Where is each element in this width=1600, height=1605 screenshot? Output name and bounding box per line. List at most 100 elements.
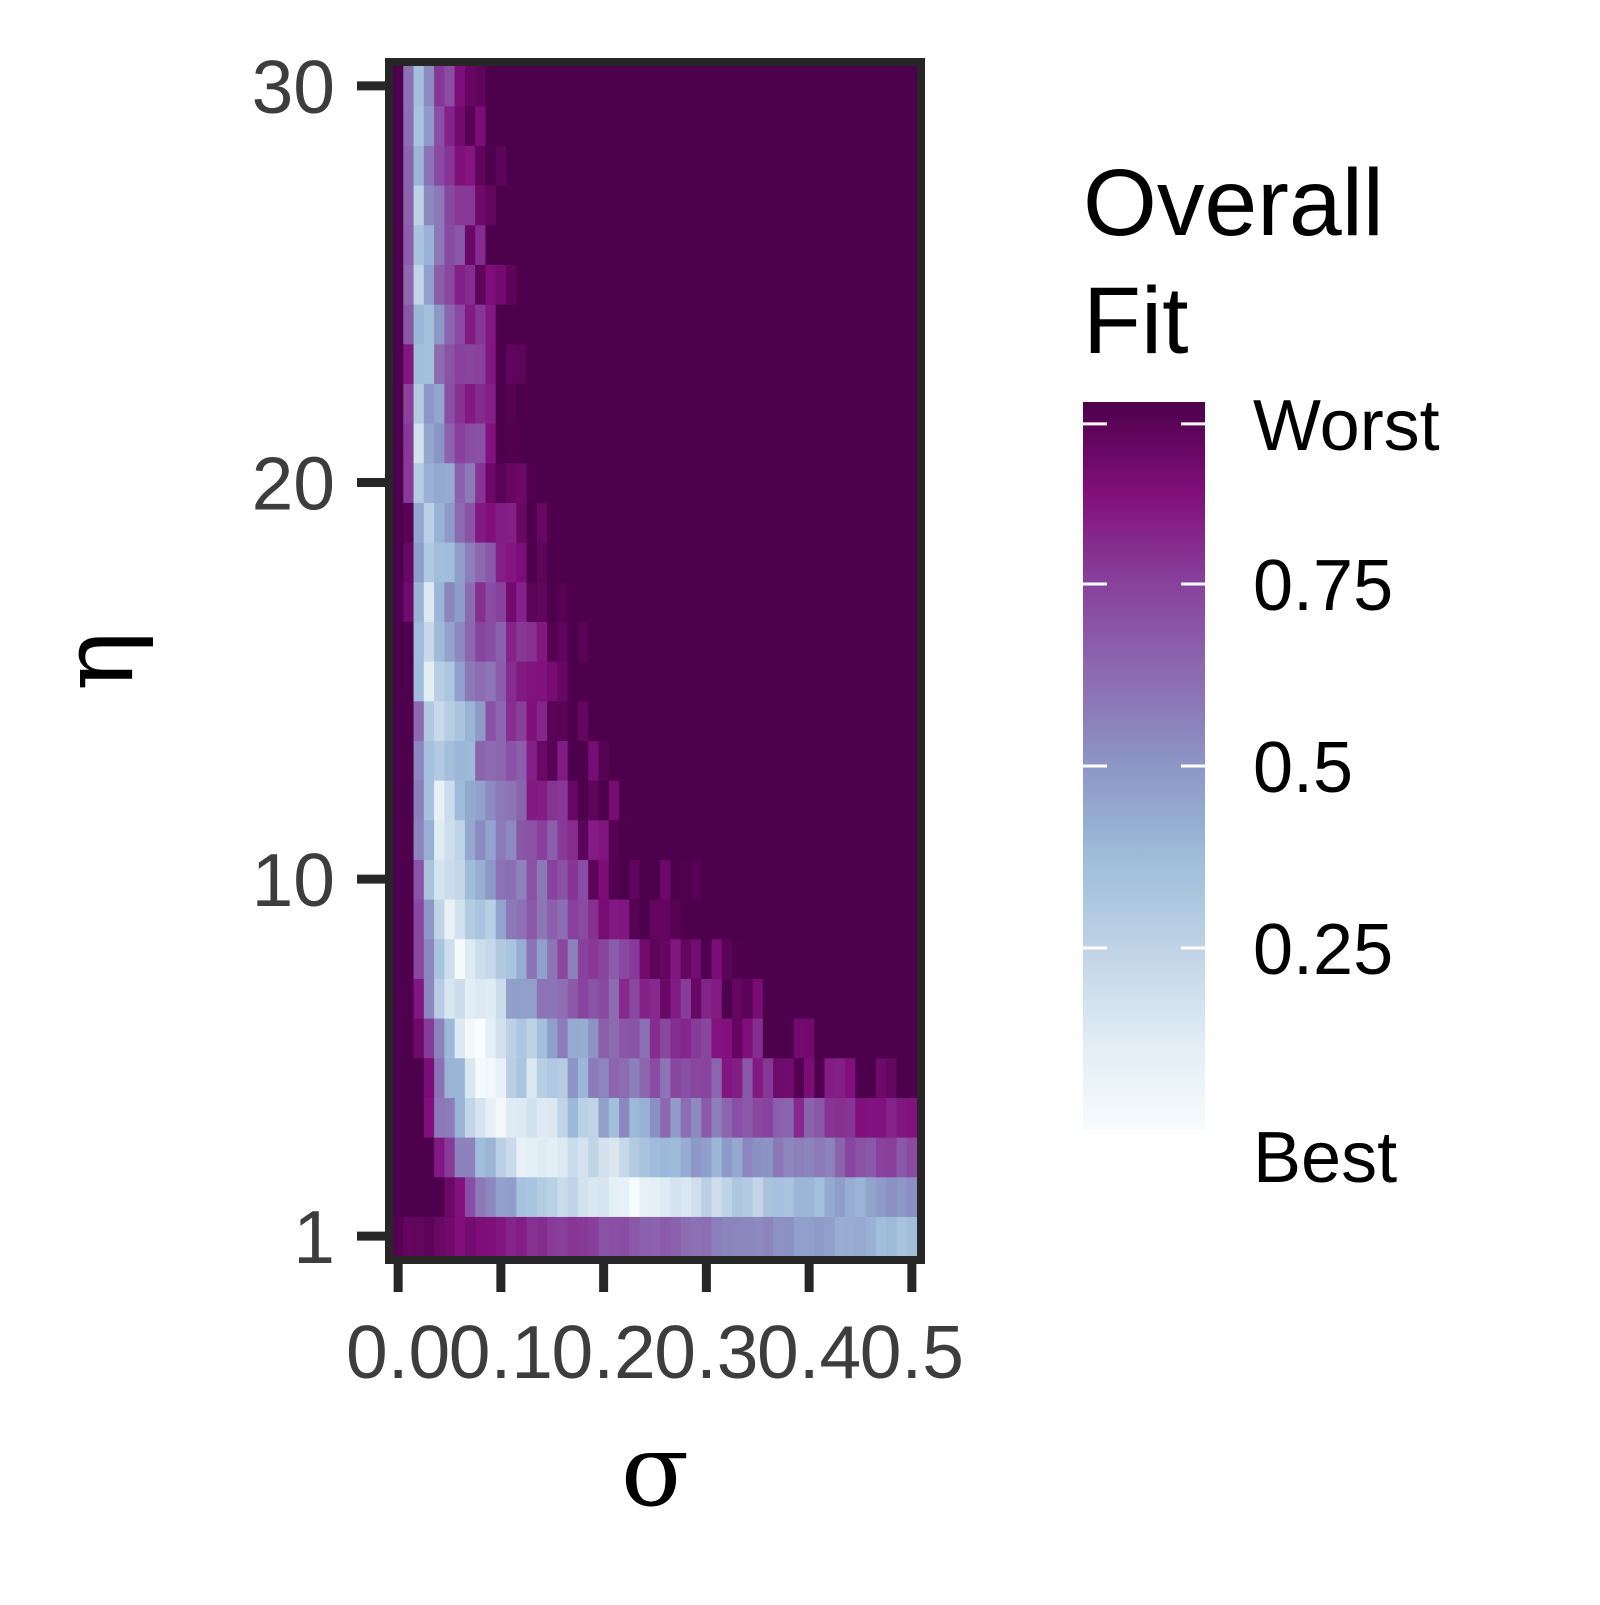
heatmap-cell <box>865 581 877 622</box>
heatmap-cell <box>896 264 908 305</box>
heatmap-cell <box>814 780 826 821</box>
heatmap-cell <box>752 859 764 900</box>
heatmap-cell <box>495 938 507 979</box>
heatmap-cell <box>506 780 517 821</box>
heatmap-cell <box>393 423 404 464</box>
heatmap-cell <box>547 1057 558 1098</box>
heatmap-cell <box>732 859 743 900</box>
heatmap-cell <box>464 859 476 900</box>
heatmap-cell <box>434 938 445 979</box>
heatmap-cell <box>701 581 713 622</box>
heatmap-cell <box>454 383 466 424</box>
heatmap-cell <box>577 304 589 345</box>
heatmap-cell <box>855 1018 867 1059</box>
heatmap-cell <box>506 740 517 781</box>
heatmap-cell <box>639 66 651 107</box>
heatmap-cell <box>649 700 661 741</box>
heatmap-cell <box>660 621 672 662</box>
heatmap-cell <box>834 105 846 146</box>
heatmap-cell <box>413 343 425 384</box>
heatmap-cell <box>721 1176 733 1217</box>
heatmap-cell <box>557 542 569 583</box>
heatmap-cell <box>598 581 610 622</box>
heatmap-cell <box>865 780 877 821</box>
heatmap-cell <box>526 740 538 781</box>
heatmap-cell <box>824 938 836 979</box>
heatmap-cell <box>516 978 528 1019</box>
heatmap-cell <box>393 819 404 860</box>
heatmap-cell <box>649 1097 661 1138</box>
heatmap-cell <box>773 1176 785 1217</box>
heatmap-cell <box>773 1057 785 1098</box>
heatmap-cell <box>506 502 517 543</box>
heatmap-cell <box>670 145 682 186</box>
heatmap-cell <box>701 145 713 186</box>
heatmap-cell <box>783 978 795 1019</box>
heatmap-cell <box>721 542 733 583</box>
heatmap-cell <box>629 661 641 702</box>
heatmap-cell <box>454 938 466 979</box>
heatmap-cell <box>526 1057 538 1098</box>
heatmap-cell <box>444 105 456 146</box>
heatmap-cell <box>413 1018 425 1059</box>
heatmap-cell <box>721 145 733 186</box>
heatmap-cell <box>721 859 733 900</box>
heatmap-cell <box>557 581 569 622</box>
heatmap-cell <box>906 938 918 979</box>
heatmap-cell <box>454 899 466 940</box>
heatmap-cell <box>393 700 404 741</box>
heatmap-cell <box>793 621 805 662</box>
heatmap-cell <box>690 1137 702 1178</box>
heatmap-cell <box>639 740 651 781</box>
heatmap-cell <box>557 978 569 1019</box>
heatmap-cell <box>793 1216 805 1257</box>
heatmap-cell <box>444 502 456 543</box>
heatmap-cell <box>690 780 702 821</box>
heatmap-cell <box>475 264 487 305</box>
heatmap-cell <box>855 581 867 622</box>
heatmap-cell <box>526 1137 538 1178</box>
heatmap-cell <box>896 899 908 940</box>
heatmap-cell <box>485 740 497 781</box>
heatmap-cell <box>865 462 877 503</box>
heatmap-cell <box>608 1176 620 1217</box>
heatmap-cell <box>773 661 785 702</box>
heatmap-cell <box>803 1216 815 1257</box>
heatmap-cell <box>875 343 887 384</box>
heatmap-cell <box>896 1176 908 1217</box>
heatmap-cell <box>824 185 836 226</box>
heatmap-cell <box>834 700 846 741</box>
heatmap-cell <box>855 383 867 424</box>
heatmap-cell <box>393 740 404 781</box>
heatmap-cell <box>434 264 445 305</box>
heatmap-cell <box>690 859 702 900</box>
heatmap-cell <box>475 145 487 186</box>
heatmap-cell <box>824 105 836 146</box>
heatmap-cell <box>742 105 754 146</box>
heatmap-cell <box>526 423 538 464</box>
heatmap-cell <box>814 1216 826 1257</box>
heatmap-cell <box>464 1018 476 1059</box>
heatmap-cell <box>875 264 887 305</box>
heatmap-cell <box>803 1176 815 1217</box>
heatmap-cell <box>516 661 528 702</box>
heatmap-cell <box>865 1176 877 1217</box>
heatmap-cell <box>773 740 785 781</box>
heatmap-cell <box>547 1097 558 1138</box>
heatmap-cell <box>865 1057 877 1098</box>
heatmap-cell <box>639 978 651 1019</box>
heatmap-cell <box>845 185 856 226</box>
heatmap-cell <box>577 1176 589 1217</box>
legend-label: 0.75 <box>1253 546 1393 626</box>
heatmap-cell <box>557 938 569 979</box>
heatmap-cell <box>495 621 507 662</box>
heatmap-cell <box>690 938 702 979</box>
heatmap-cell <box>721 978 733 1019</box>
heatmap-cell <box>403 1137 415 1178</box>
heatmap-cell <box>845 621 856 662</box>
heatmap-cell <box>752 1176 764 1217</box>
heatmap-cell <box>464 423 476 464</box>
heatmap-cell <box>454 304 466 345</box>
heatmap-cell <box>506 264 517 305</box>
heatmap-cell <box>660 1176 672 1217</box>
